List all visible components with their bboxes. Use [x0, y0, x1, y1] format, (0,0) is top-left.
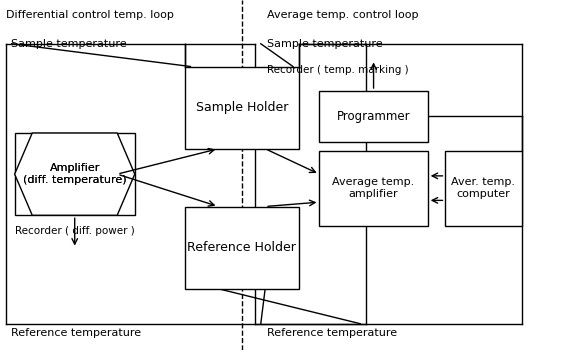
Text: Amplifier
(diff. temperature): Amplifier (diff. temperature)	[23, 163, 127, 185]
Text: Programmer: Programmer	[337, 110, 410, 123]
Text: Sample temperature: Sample temperature	[11, 39, 126, 49]
Text: Recorder ( temp. marking ): Recorder ( temp. marking )	[267, 65, 408, 75]
Text: Recorder ( diff. power ): Recorder ( diff. power )	[15, 226, 134, 236]
FancyBboxPatch shape	[185, 206, 299, 289]
Text: Reference temperature: Reference temperature	[11, 328, 141, 337]
FancyBboxPatch shape	[15, 133, 135, 215]
Text: Aver. temp.
computer: Aver. temp. computer	[451, 177, 516, 199]
FancyBboxPatch shape	[445, 150, 522, 226]
FancyBboxPatch shape	[319, 150, 428, 226]
Text: Sample Holder: Sample Holder	[196, 101, 288, 114]
Text: Average temp.
amplifier: Average temp. amplifier	[332, 177, 415, 199]
Text: Sample temperature: Sample temperature	[267, 39, 382, 49]
Text: Average temp. control loop: Average temp. control loop	[267, 10, 418, 20]
Text: Reference temperature: Reference temperature	[267, 328, 397, 337]
FancyBboxPatch shape	[319, 91, 428, 142]
Text: Reference Holder: Reference Holder	[188, 241, 296, 254]
Polygon shape	[15, 133, 135, 215]
Text: Amplifier
(diff. temperature): Amplifier (diff. temperature)	[23, 163, 127, 185]
Text: Differential control temp. loop: Differential control temp. loop	[6, 10, 173, 20]
FancyBboxPatch shape	[185, 66, 299, 149]
